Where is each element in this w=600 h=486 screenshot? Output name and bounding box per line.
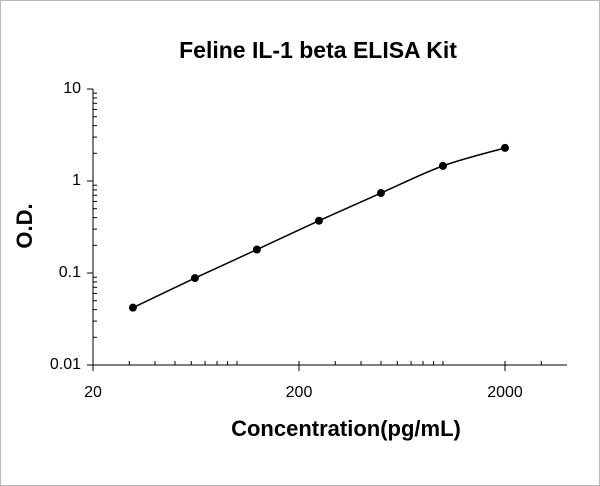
x-axis-label: Concentration(pg/mL) <box>231 416 461 441</box>
y-axis-label: O.D. <box>12 203 37 248</box>
x-tick-label: 2000 <box>487 384 523 401</box>
y-tick-label: 1 <box>72 172 81 189</box>
data-point <box>128 303 137 312</box>
y-tick-label: 10 <box>63 80 81 97</box>
x-tick-label: 20 <box>84 384 102 401</box>
data-point <box>500 143 509 152</box>
y-tick-label: 0.1 <box>59 264 81 281</box>
data-point <box>438 161 447 170</box>
x-tick-label: 200 <box>286 384 313 401</box>
y-tick-label: 0.01 <box>50 356 81 373</box>
data-point <box>314 216 323 225</box>
data-point <box>252 245 261 254</box>
chart-title: Feline IL-1 beta ELISA Kit <box>179 37 457 63</box>
data-point <box>190 274 199 283</box>
data-point <box>376 189 385 198</box>
